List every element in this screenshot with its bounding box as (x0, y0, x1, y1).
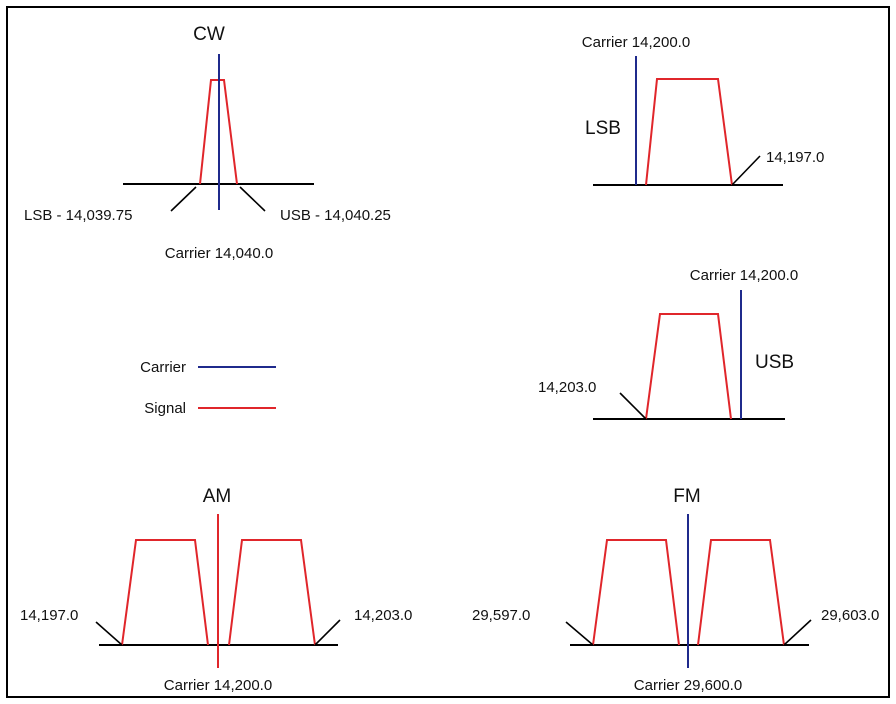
am-left-label: 14,197.0 (20, 607, 78, 624)
lsb-signal-trace (645, 78, 733, 186)
legend-carrier-label: Carrier (140, 359, 186, 376)
am-carrier-label: Carrier 14,200.0 (164, 677, 272, 694)
am-left-pointer (95, 621, 123, 646)
fm-lower-sideband (592, 539, 680, 646)
cw-signal-trace (199, 79, 238, 185)
cw-carrier-label: Carrier 14,040.0 (165, 245, 273, 262)
am-right-label: 14,203.0 (354, 607, 412, 624)
lsb-edge-label: 14,197.0 (766, 149, 824, 166)
fm-upper-sideband (697, 539, 785, 646)
usb-carrier-label: Carrier 14,200.0 (690, 267, 798, 284)
usb-mode-label: USB (755, 352, 794, 373)
diagram-border (6, 6, 890, 698)
cw-title: CW (193, 24, 225, 45)
fm-left-label: 29,597.0 (472, 607, 530, 624)
fm-carrier-label: Carrier 29,600.0 (634, 677, 742, 694)
fm-right-label: 29,603.0 (821, 607, 879, 624)
am-panel: AM 14,197.0 14,203.0 Carrier 14,200.0 (20, 486, 412, 694)
lsb-carrier-label: Carrier 14,200.0 (582, 34, 690, 51)
lsb-mode-label: LSB (585, 118, 621, 139)
am-right-pointer (314, 619, 341, 646)
cw-usb-pointer (239, 186, 266, 212)
usb-signal-trace (645, 313, 732, 420)
lsb-edge-pointer (731, 155, 761, 186)
cw-usb-label: USB - 14,040.25 (280, 207, 391, 224)
fm-title: FM (673, 486, 700, 507)
usb-edge-pointer (619, 392, 647, 420)
usb-panel: Carrier 14,200.0 USB 14,203.0 (538, 267, 798, 420)
cw-lsb-label: LSB - 14,039.75 (24, 207, 132, 224)
am-upper-sideband (228, 539, 316, 646)
fm-panel: FM 29,597.0 29,603.0 Carrier 29,600.0 (472, 486, 879, 694)
cw-panel: CW LSB - 14,039.75 USB - 14,040.25 Carri… (24, 24, 391, 262)
cw-lsb-pointer (170, 186, 197, 212)
am-title: AM (203, 486, 232, 507)
lsb-panel: Carrier 14,200.0 LSB 14,197.0 (582, 34, 824, 186)
legend-signal-label: Signal (144, 400, 186, 417)
am-lower-sideband (121, 539, 209, 646)
usb-edge-label: 14,203.0 (538, 379, 596, 396)
fm-left-pointer (565, 621, 594, 646)
fm-right-pointer (783, 619, 812, 646)
legend: Carrier Signal (140, 359, 276, 417)
